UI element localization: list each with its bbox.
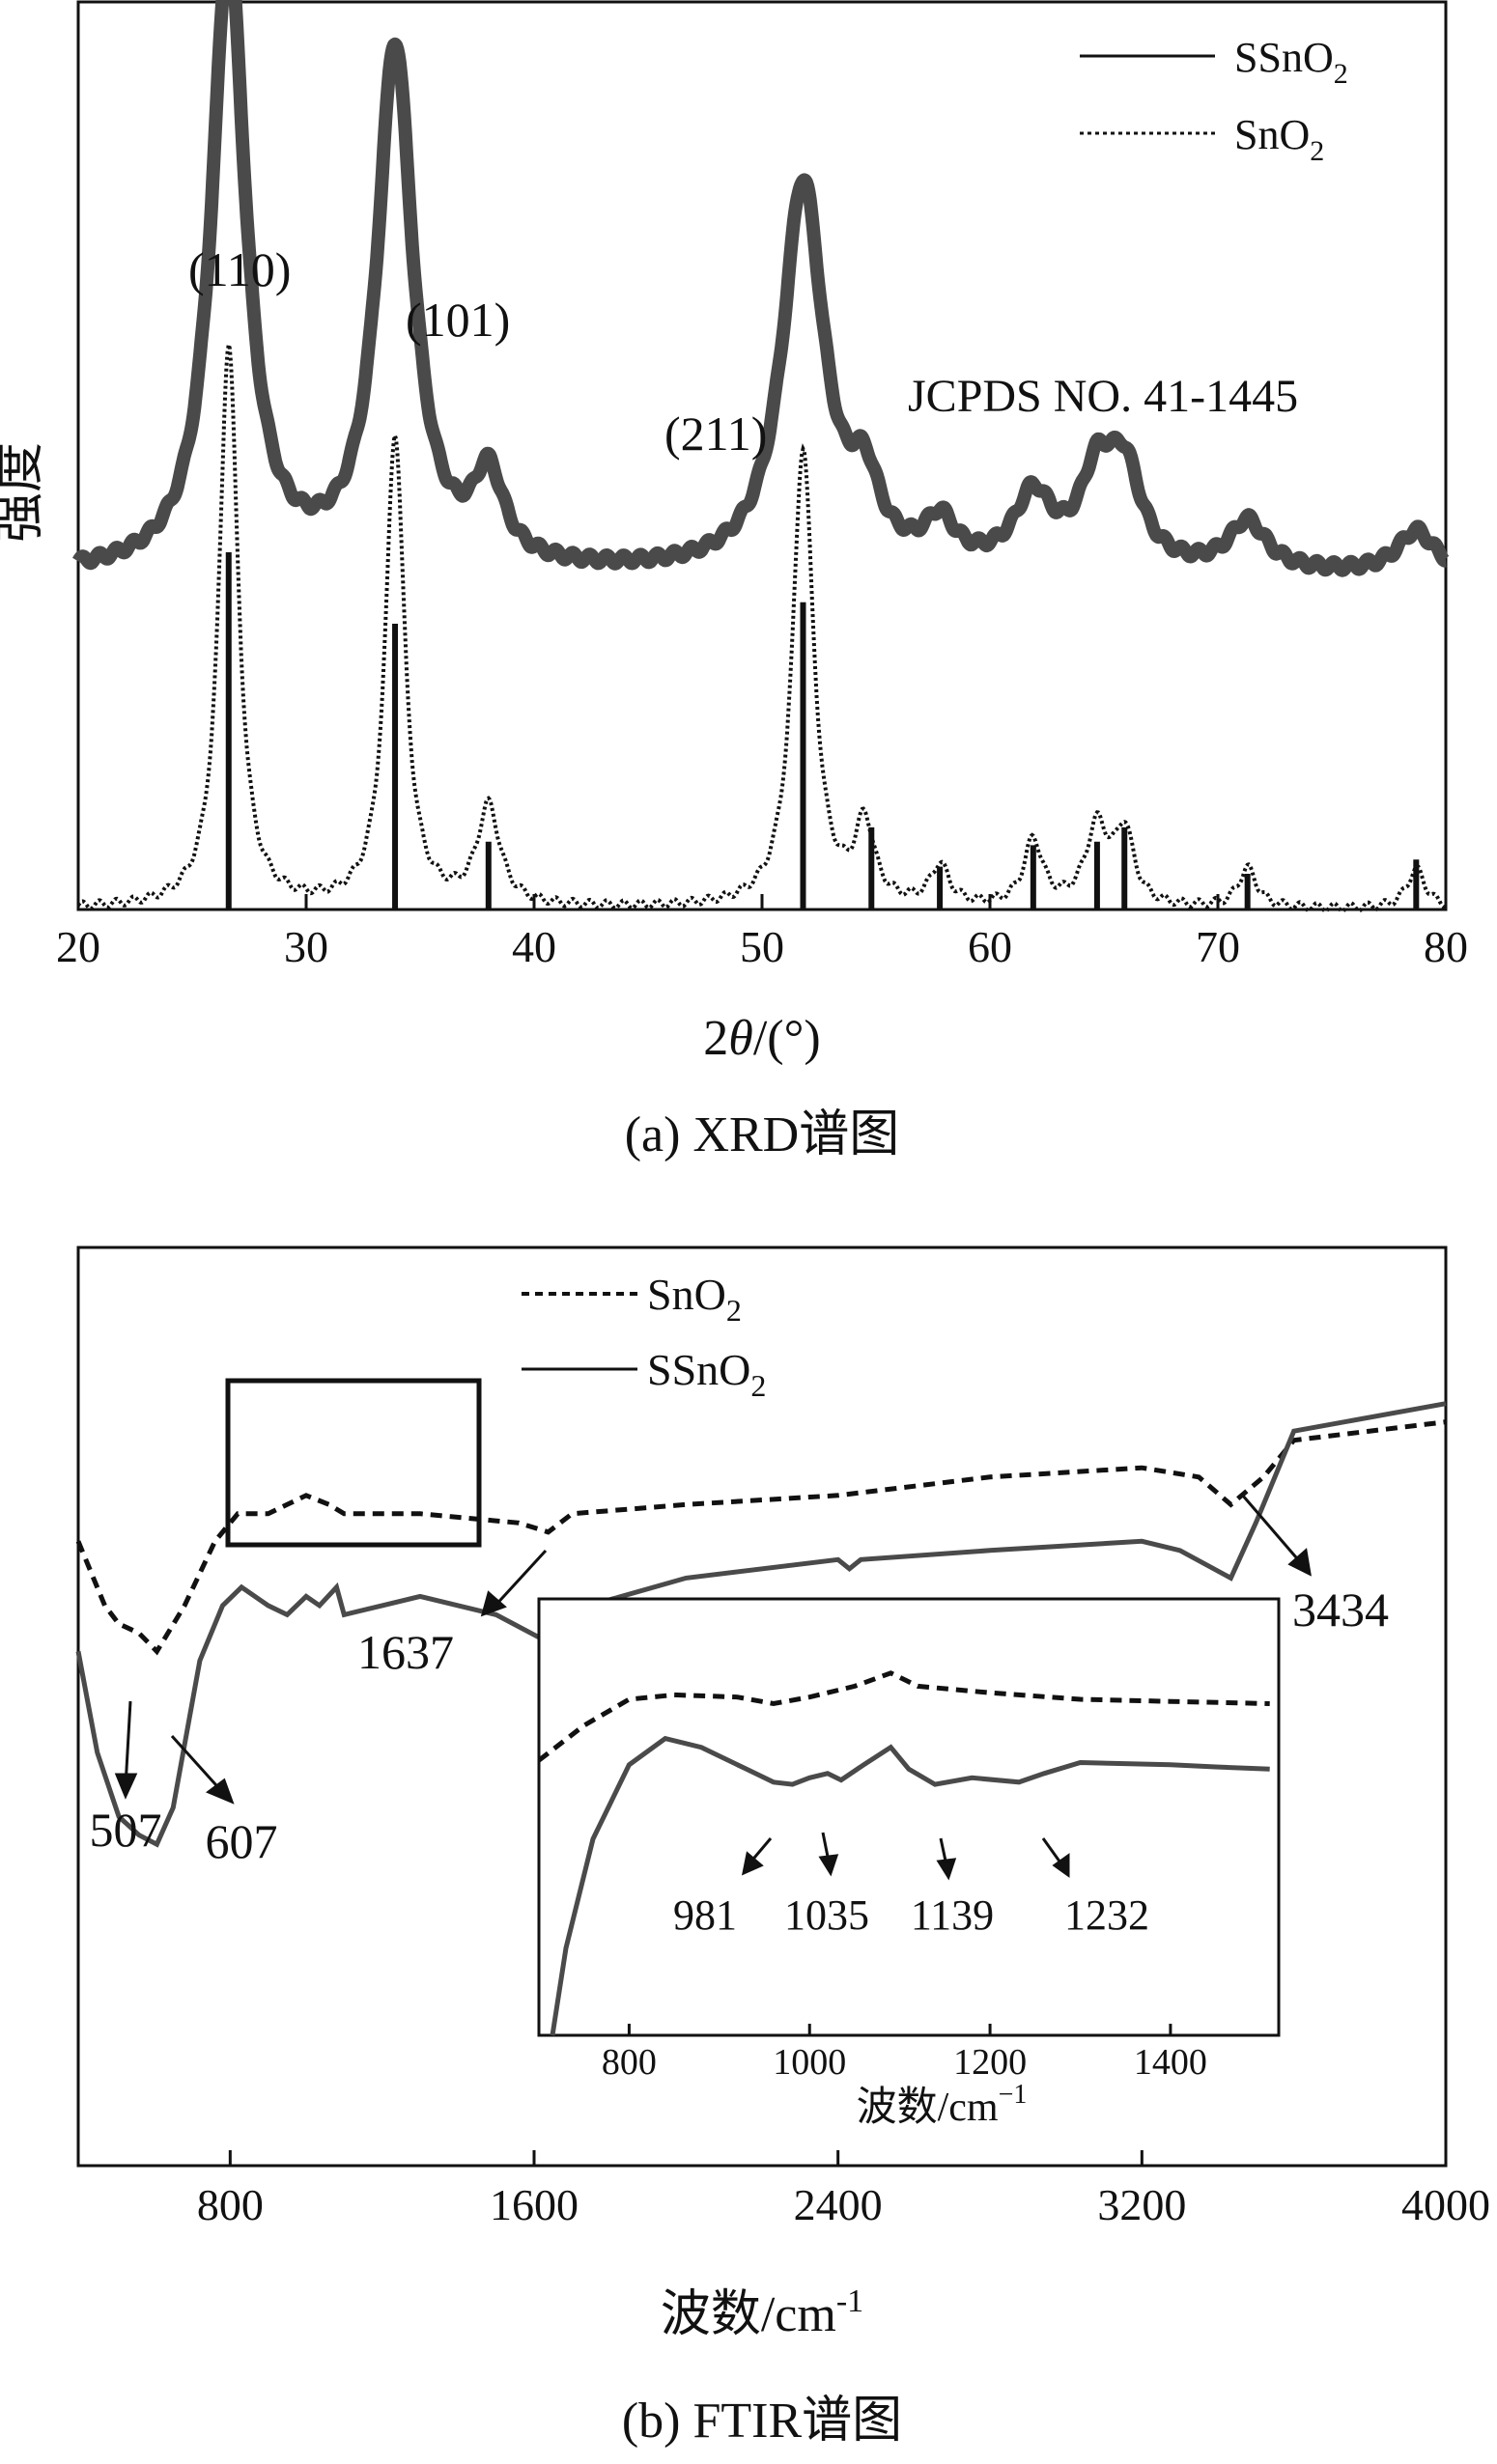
ftir-series-sno2	[75, 1419, 1447, 1656]
arrowhead-1637	[480, 1590, 507, 1617]
arrowhead-3434	[1287, 1548, 1312, 1577]
ftir-legend-label-1: SnO2	[647, 1270, 742, 1328]
xrd-legend-label-1: SSnO2	[1234, 34, 1348, 90]
ftir-panel: 800 1600 2400 3200 4000 SnO2 SSnO2 507 607 1…	[75, 1246, 1490, 2449]
inset-arrows	[741, 1832, 1070, 1881]
peak-label-110: (110)	[188, 242, 291, 296]
ftir-annotations	[114, 1494, 1312, 1805]
inset-x-tick-label: 1400	[1134, 2042, 1207, 2083]
arrow-607	[170, 1734, 226, 1796]
xrd-x-tick-label: 20	[56, 922, 100, 971]
xrd-series-ssno2	[71, 0, 1452, 577]
ftir-legend: SnO2 SSnO2	[522, 1270, 766, 1403]
xrd-legend-label-2: SnO2	[1234, 111, 1324, 167]
zoom-region-box	[225, 1378, 482, 1548]
inset-series-sno2	[537, 1670, 1270, 1763]
arrow-3434	[1240, 1494, 1304, 1565]
arrowhead-1035	[818, 1854, 839, 1877]
annotation-3434: 3434	[1292, 1582, 1389, 1637]
ftir-plot-frame	[76, 1246, 1448, 2168]
inset-series-ssno2	[550, 1735, 1270, 2036]
annotation-507: 507	[90, 1803, 162, 1857]
peak-label-211: (211)	[664, 406, 767, 461]
peak-label-101: (101)	[406, 293, 510, 347]
xrd-reference-lines	[225, 552, 1420, 910]
annotation-1139: 1139	[911, 1891, 994, 1939]
arrow-507	[124, 1700, 132, 1787]
annotation-607: 607	[206, 1814, 278, 1868]
xrd-x-tick-label: 50	[740, 922, 784, 971]
inset-x-tick-label: 800	[602, 2042, 657, 2083]
ftir-x-tick-label: 2400	[794, 2180, 883, 2229]
inset-x-ticks: 800 1000 1200 1400	[602, 2024, 1207, 2083]
xrd-y-axis-label: 强度	[0, 442, 48, 543]
xrd-panel: 20 30 40 50 60 70 80 SSnO2 SnO2 (110) (101) (2…	[0, 0, 1468, 1162]
ftir-legend-label-2: SSnO2	[647, 1345, 766, 1403]
ftir-inset: 800 1000 1200 1400 981 1035 1139 1232 波数/cm…	[537, 1597, 1281, 2130]
inset-x-tick-label: 1000	[773, 2042, 846, 2083]
arrowhead-607	[206, 1778, 235, 1805]
annotation-1232: 1232	[1064, 1891, 1149, 1939]
xrd-legend: SSnO2 SnO2	[1080, 34, 1348, 167]
ftir-x-tick-label: 4000	[1401, 2180, 1490, 2229]
xrd-x-tick-label: 30	[284, 922, 328, 971]
annotation-981: 981	[673, 1891, 737, 1939]
ftir-panel-caption: (b) FTIR谱图	[622, 2394, 902, 2449]
ftir-series-ssno2	[75, 1401, 1447, 1848]
xrd-x-ticks: 20 30 40 50 60 70 80	[56, 894, 1468, 971]
ftir-x-axis-label: 波数/cm-1	[661, 2283, 863, 2342]
xrd-x-axis-label: 2θ/(°)	[703, 1011, 820, 1066]
arrowhead-507	[114, 1773, 138, 1800]
annotation-1035: 1035	[784, 1891, 869, 1939]
xrd-x-tick-label: 40	[512, 922, 556, 971]
xrd-x-tick-label: 60	[968, 922, 1012, 971]
inset-frame	[537, 1597, 1281, 2037]
ftir-x-ticks: 800 1600 2400 3200 4000	[197, 2150, 1490, 2229]
inset-x-tick-label: 1200	[953, 2042, 1027, 2083]
arrowhead-981	[741, 1851, 764, 1876]
ftir-x-tick-label: 3200	[1097, 2180, 1186, 2229]
xrd-x-tick-label: 80	[1424, 922, 1468, 971]
inset-x-axis-label: 波数/cm−1	[857, 2080, 1028, 2130]
arrowhead-1139	[936, 1858, 957, 1881]
xrd-x-tick-label: 70	[1196, 922, 1240, 971]
arrow-1637	[491, 1549, 548, 1610]
annotation-1637: 1637	[357, 1625, 454, 1679]
ftir-x-tick-label: 800	[197, 2180, 264, 2229]
jcpds-label: JCPDS NO. 41-1445	[908, 371, 1298, 422]
ftir-x-tick-label: 1600	[490, 2180, 579, 2229]
arrowhead-1232	[1052, 1853, 1070, 1878]
xrd-panel-caption: (a) XRD谱图	[625, 1107, 900, 1162]
